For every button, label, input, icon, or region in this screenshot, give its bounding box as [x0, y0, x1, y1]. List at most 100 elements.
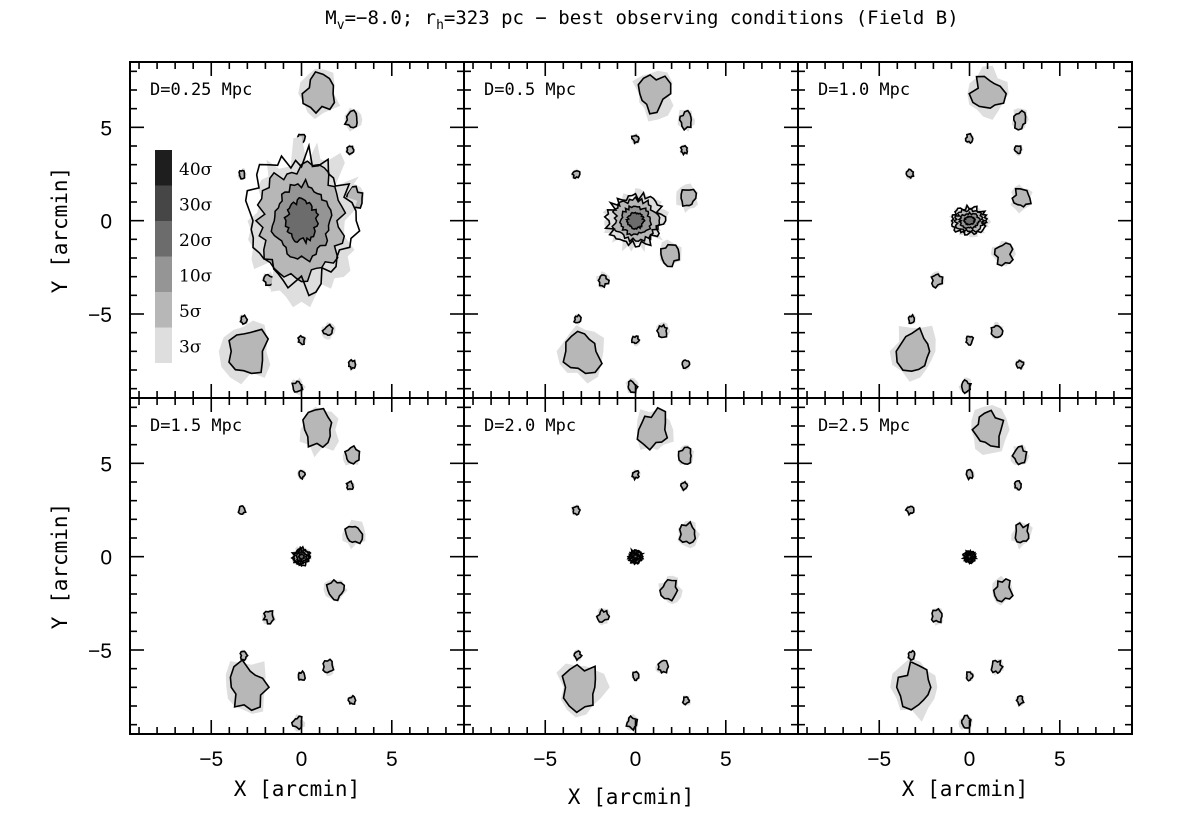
panel-frame — [463, 397, 799, 735]
field-source — [297, 669, 307, 681]
core-outer-contour — [244, 142, 361, 297]
axis-labels: Y [arcmin] Y [arcmin] X [arcmin] X [arcmin]… — [48, 167, 1028, 809]
field-source — [343, 109, 358, 129]
field-source — [597, 274, 610, 289]
y-tick-label: −5 — [88, 640, 112, 663]
legend-label: 40σ — [179, 160, 213, 180]
field-source — [1011, 187, 1032, 208]
panel-density-map — [225, 406, 366, 732]
x-tick-label: 0 — [630, 748, 642, 771]
field-source — [238, 169, 246, 180]
field-source — [907, 649, 916, 662]
y-tick-label: 5 — [100, 453, 112, 476]
panel-1: D=0.25 Mpc −5 0 5 — [88, 61, 465, 399]
panel-label: D=1.5 Mpc — [150, 416, 242, 436]
field-source — [1015, 694, 1025, 707]
field-source — [960, 378, 973, 395]
legend-swatch — [155, 221, 172, 257]
core-contour-level-3 — [632, 553, 639, 561]
field-source — [347, 358, 357, 371]
field-source — [678, 109, 693, 132]
panel-density-map — [556, 406, 700, 732]
field-source — [229, 658, 271, 712]
field-source — [301, 70, 336, 115]
panel-frame — [129, 397, 465, 735]
field-source — [679, 144, 689, 157]
panel-density-map — [889, 65, 1033, 396]
y-tick-label: 0 — [100, 211, 112, 234]
panel-4: D=1.5 Mpc −5 0 5 −5 0 5 — [88, 397, 465, 771]
field-source — [630, 335, 641, 345]
panel-density-map — [218, 69, 364, 396]
legend-label: 20σ — [179, 231, 213, 251]
field-source — [345, 480, 355, 491]
field-source — [630, 134, 640, 145]
legend-swatch — [155, 292, 172, 328]
core-outer-contour — [290, 545, 312, 567]
panel-ticks — [464, 398, 799, 734]
x-tick-label: 5 — [386, 748, 398, 771]
title-v-subscript: v — [337, 18, 345, 33]
field-source — [905, 168, 915, 180]
field-source — [968, 75, 1008, 110]
x-axis-label: X [arcmin] — [568, 785, 694, 809]
core-outer-contour — [950, 203, 989, 236]
legend-label: 3σ — [179, 337, 202, 357]
field-source — [681, 695, 691, 706]
panel-ticks — [798, 62, 1133, 398]
field-source — [322, 658, 335, 674]
core-contour-level-3 — [966, 552, 973, 560]
field-source — [298, 469, 307, 481]
panel-density-map — [890, 405, 1033, 730]
legend-swatch — [155, 150, 172, 186]
panel-ticks — [130, 62, 465, 398]
field-source — [1015, 359, 1025, 370]
x-tick-label: −5 — [199, 748, 223, 771]
x-axis-label: X [arcmin] — [902, 777, 1028, 801]
legend-label: 30σ — [179, 195, 213, 215]
panel-density-map — [556, 70, 699, 395]
core-contour-level-3 — [283, 196, 320, 246]
field-source — [631, 469, 640, 482]
field-source — [239, 313, 249, 326]
core-outer-contour — [960, 548, 979, 565]
field-source — [573, 649, 583, 662]
core-outer-contour — [626, 547, 646, 566]
y-tick-label: −5 — [88, 304, 112, 327]
panel-3: D=1.0 Mpc — [797, 61, 1133, 399]
panel-label: D=0.5 Mpc — [484, 80, 576, 100]
field-source — [290, 715, 303, 731]
panel-label: D=2.0 Mpc — [484, 416, 576, 436]
field-source — [990, 659, 1004, 675]
field-source — [625, 714, 639, 732]
panel-label: D=2.5 Mpc — [818, 416, 910, 436]
field-source — [302, 407, 333, 449]
core-outer-contour — [603, 190, 667, 248]
field-source — [321, 323, 334, 336]
field-source — [965, 335, 975, 346]
panel-2: D=0.5 Mpc — [463, 61, 799, 399]
field-source — [262, 609, 275, 625]
panel-ticks — [130, 398, 465, 734]
field-source — [895, 326, 931, 373]
field-source — [572, 313, 582, 324]
field-source — [1012, 109, 1027, 131]
x-tick-label: 0 — [964, 748, 976, 771]
field-source — [631, 670, 640, 682]
field-source — [659, 578, 679, 602]
field-source — [680, 188, 698, 208]
y-axis-label: Y [arcmin] — [48, 167, 72, 293]
panel-ticks — [798, 398, 1133, 734]
field-source — [659, 243, 680, 268]
y-axis-label: Y [arcmin] — [48, 503, 72, 629]
x-tick-label: 0 — [296, 748, 308, 771]
legend-swatch — [155, 185, 172, 221]
title-magnitude: =−8.0; r — [345, 7, 437, 29]
field-source — [679, 480, 689, 492]
field-source — [965, 468, 974, 481]
field-source — [1014, 521, 1030, 544]
legend-label: 10σ — [179, 266, 213, 286]
x-axis-label: X [arcmin] — [234, 777, 360, 801]
y-tick-label: 5 — [100, 117, 112, 140]
